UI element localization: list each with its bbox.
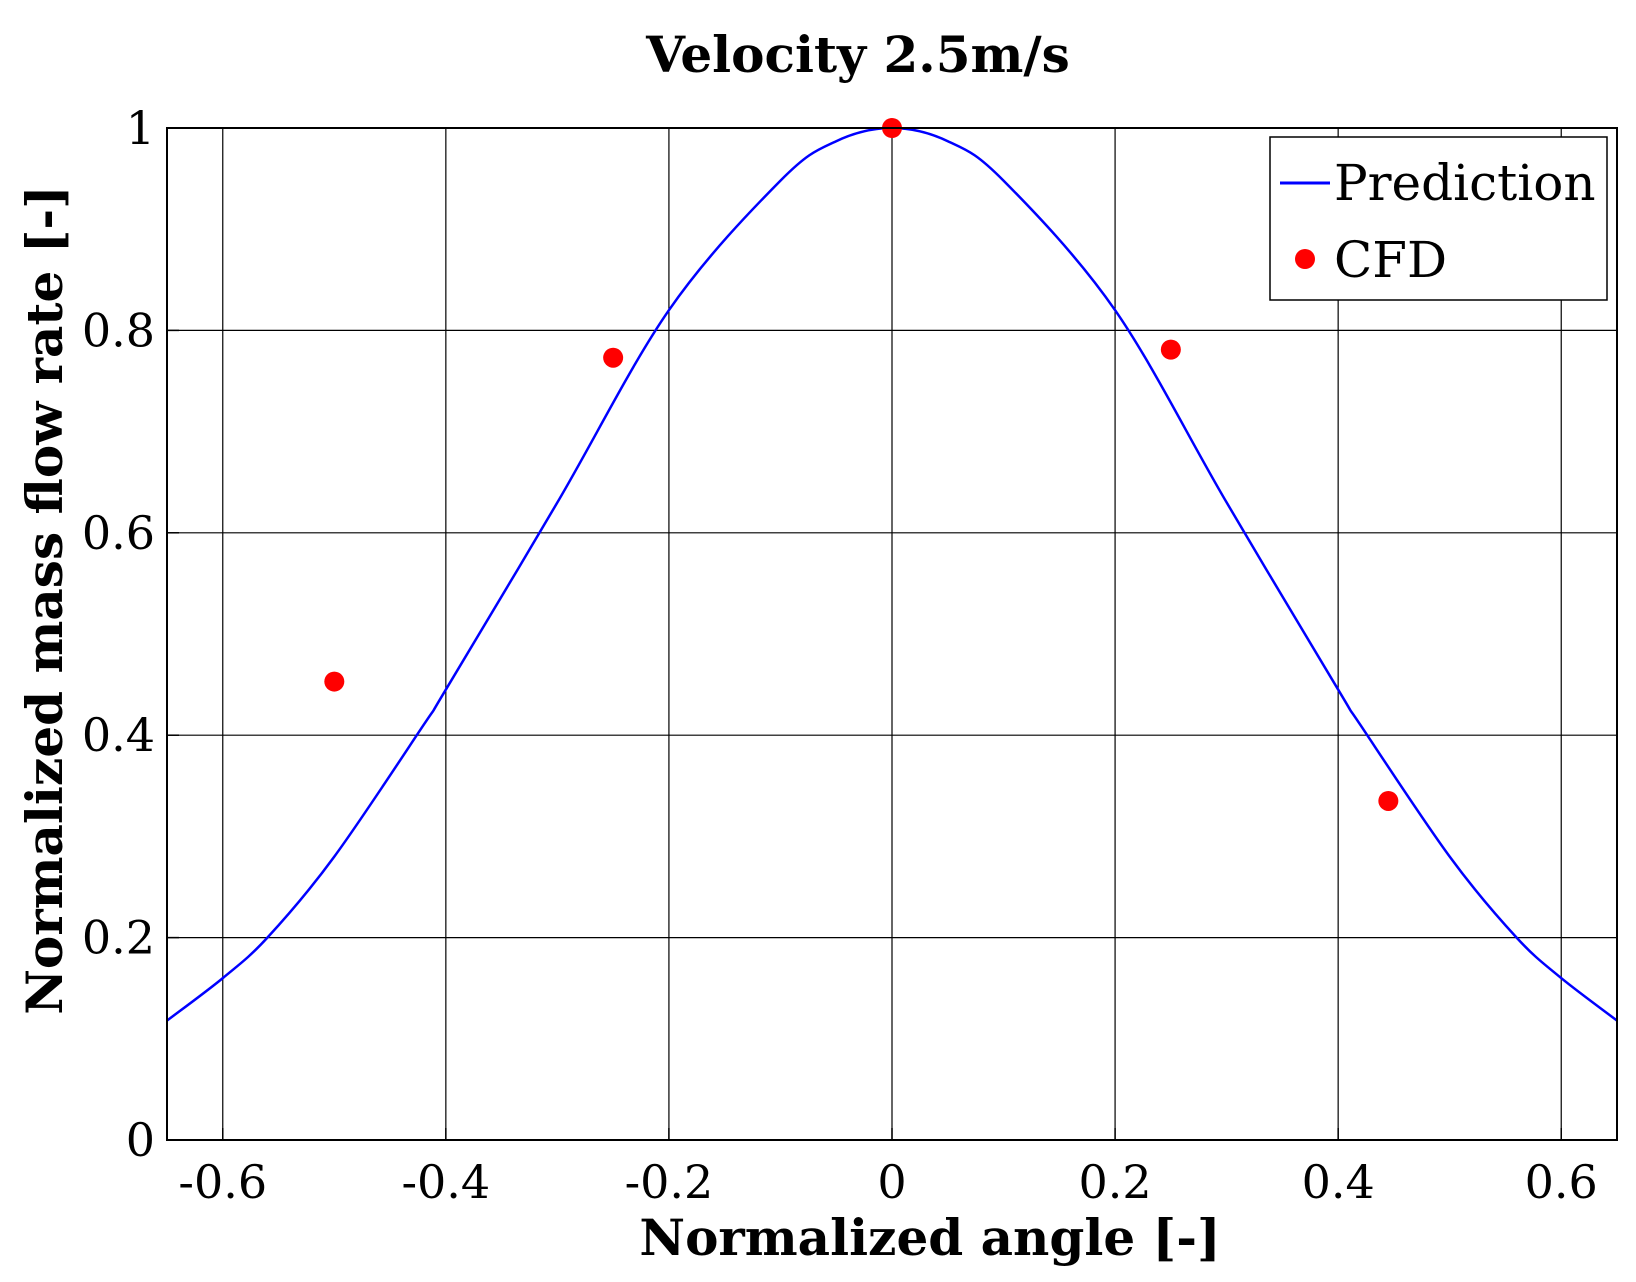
legend: Prediction CFD xyxy=(1269,136,1608,301)
x-tick-label: 0.4 xyxy=(1302,1155,1375,1209)
x-tick-label: 0 xyxy=(877,1155,906,1209)
cfd-point xyxy=(1160,339,1181,360)
y-tick-label: 1 xyxy=(126,101,155,155)
x-axis-label: Normalized angle [-] xyxy=(639,1208,1220,1267)
y-tick-label: 0 xyxy=(126,1113,155,1167)
y-axis-label: Normalized mass flow rate [-] xyxy=(15,185,74,1015)
cfd-point xyxy=(324,671,345,692)
ticks: -0.6 -0.4 -0.2 0 0.2 0.4 0.6 0 0.2 0.4 0.6 0.8 1 xyxy=(82,101,1598,1209)
legend-box xyxy=(1269,136,1608,301)
legend-label-prediction: Prediction xyxy=(1334,154,1596,212)
cfd-point xyxy=(603,347,624,368)
y-tick-label: 0.4 xyxy=(82,708,155,762)
x-tick-label: 0.6 xyxy=(1525,1155,1598,1209)
legend-marker-swatch xyxy=(1295,249,1315,269)
y-tick-label: 0.8 xyxy=(82,303,155,357)
x-tick-label: -0.2 xyxy=(625,1155,714,1209)
x-tick-label: -0.4 xyxy=(401,1155,490,1209)
y-tick-label: 0.2 xyxy=(82,911,155,965)
cfd-point xyxy=(1378,790,1399,811)
x-tick-label: -0.6 xyxy=(178,1155,267,1209)
x-tick-label: 0.2 xyxy=(1078,1155,1151,1209)
chart-title: Velocity 2.5m/s xyxy=(645,25,1070,84)
legend-label-cfd: CFD xyxy=(1334,231,1447,289)
y-tick-label: 0.6 xyxy=(82,506,155,560)
